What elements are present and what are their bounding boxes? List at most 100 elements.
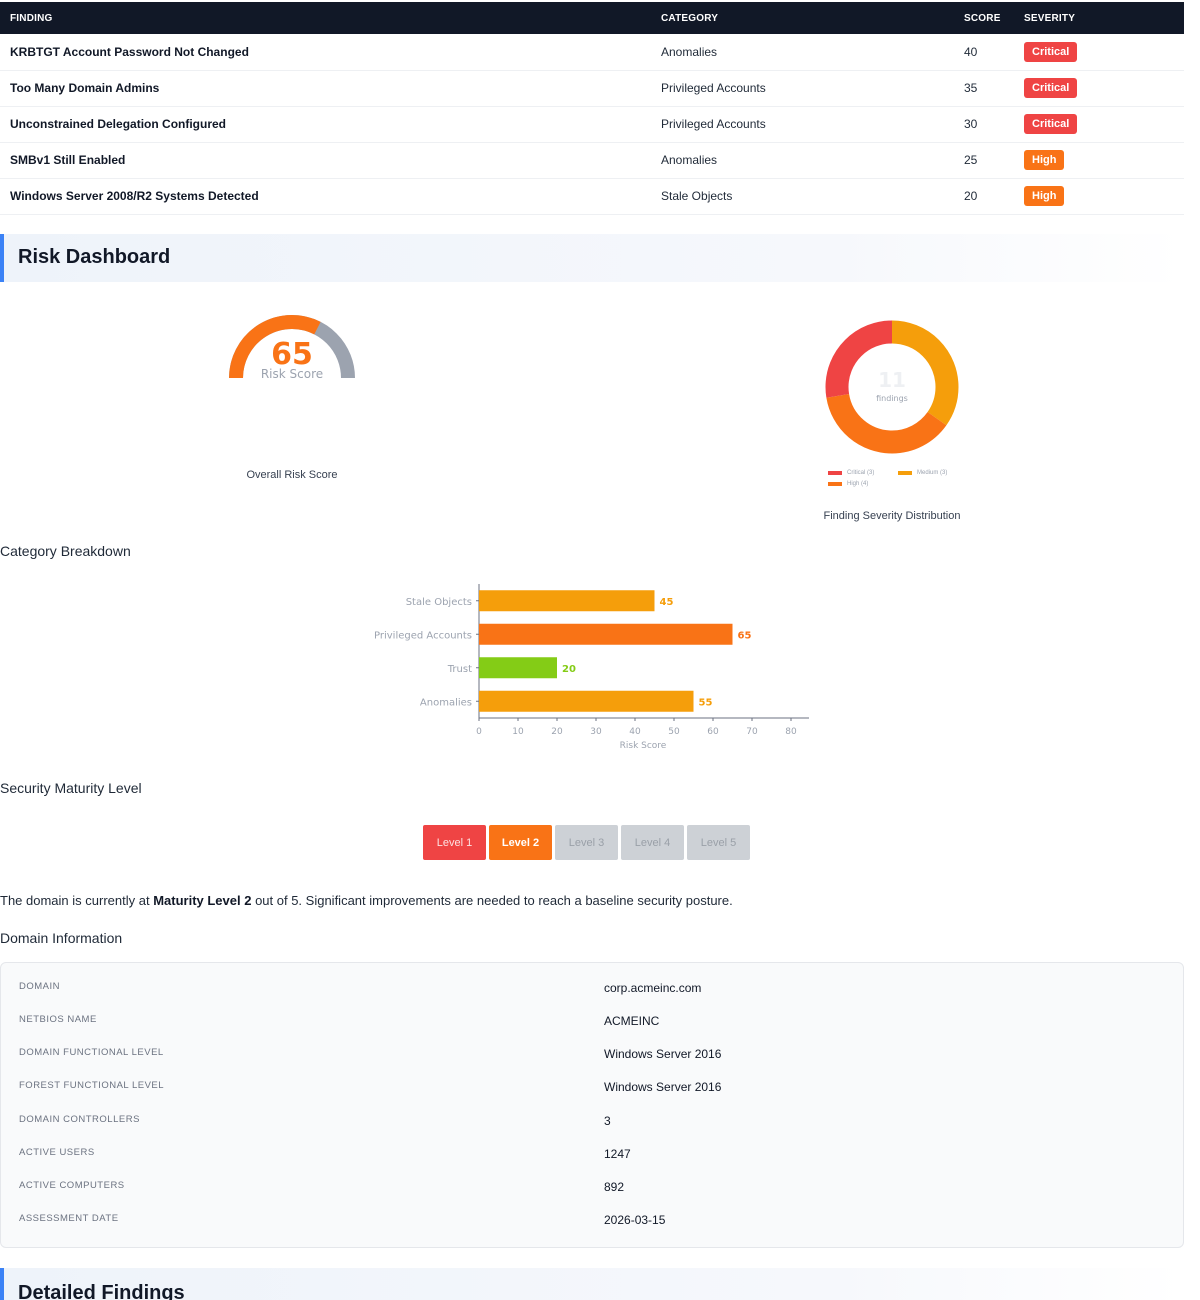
data-label: 65 bbox=[738, 630, 752, 641]
donut-caption: Finding Severity Distribution bbox=[823, 510, 961, 522]
severity-badge: Critical bbox=[1024, 78, 1078, 98]
bar-privileged-accounts bbox=[479, 623, 733, 645]
maturity-level-3[interactable]: Level 3 bbox=[555, 825, 618, 860]
info-label: Domain Controllers bbox=[19, 1114, 140, 1125]
finding-name: Unconstrained Delegation Configured bbox=[0, 106, 651, 143]
severity-badge: High bbox=[1024, 150, 1065, 170]
data-label: 55 bbox=[699, 697, 713, 708]
legend-swatch bbox=[828, 471, 842, 475]
info-label: NetBIOS Name bbox=[19, 1014, 97, 1025]
maturity-description: The domain is currently at Maturity Leve… bbox=[0, 893, 733, 908]
finding-category: Privileged Accounts bbox=[651, 70, 954, 107]
finding-score: 40 bbox=[954, 34, 1014, 71]
legend-swatch bbox=[828, 482, 842, 486]
finding-score: 35 bbox=[954, 70, 1014, 107]
severity-badge: High bbox=[1024, 186, 1065, 206]
domain-info-heading: Domain Information bbox=[0, 930, 123, 946]
bar-anomalies bbox=[479, 690, 694, 712]
x-tick-label: 20 bbox=[551, 727, 563, 737]
donut-center-value: 11 bbox=[878, 368, 906, 392]
maturity-level-4[interactable]: Level 4 bbox=[621, 825, 684, 860]
x-axis-label: Risk Score bbox=[620, 741, 667, 751]
legend-item-high[interactable]: High (4) bbox=[828, 481, 868, 487]
table-row[interactable]: Unconstrained Delegation Configured Priv… bbox=[0, 106, 1184, 143]
x-tick-label: 30 bbox=[590, 727, 602, 737]
info-value: 3 bbox=[604, 1114, 611, 1128]
category-tick-label: Anomalies bbox=[420, 697, 472, 708]
finding-name: Too Many Domain Admins bbox=[0, 70, 651, 107]
severity-badge: Critical bbox=[1024, 41, 1078, 62]
column-header-category[interactable]: CATEGORY bbox=[661, 12, 719, 24]
category-tick-label: Privileged Accounts bbox=[374, 630, 472, 641]
finding-name: KRBTGT Account Password Not Changed bbox=[0, 34, 651, 71]
info-label: Forest Functional Level bbox=[19, 1080, 165, 1091]
info-label: Domain Functional Level bbox=[19, 1047, 164, 1058]
info-row-active-users: Active Users 1247 bbox=[1, 1143, 1183, 1176]
section-title: Risk Dashboard bbox=[18, 246, 171, 268]
legend-label: High (4) bbox=[847, 481, 869, 487]
maturity-text-after: out of 5. Significant improvements are n… bbox=[251, 893, 733, 908]
category-tick-label: Stale Objects bbox=[406, 597, 472, 608]
legend-item-critical[interactable]: Critical (3) bbox=[828, 470, 874, 476]
info-value: corp.acmeinc.com bbox=[604, 981, 702, 995]
risk-score-gauge: 65 Risk Score bbox=[222, 308, 362, 388]
findings-header-row: FINDING CATEGORY SCORE SEVERITY bbox=[0, 2, 1184, 34]
info-value: 1247 bbox=[604, 1147, 631, 1161]
info-value: Windows Server 2016 bbox=[604, 1080, 722, 1094]
column-header-severity[interactable]: SEVERITY bbox=[1024, 12, 1076, 24]
finding-category: Anomalies bbox=[651, 142, 954, 179]
info-row-domain-level: Domain Functional Level Windows Server 2… bbox=[1, 1043, 1183, 1076]
domain-info-card: Domain corp.acmeinc.com NetBIOS Name ACM… bbox=[0, 962, 1184, 1248]
info-row-netbios: NetBIOS Name ACMEINC bbox=[1, 1010, 1183, 1043]
category-bar-chart: Stale Objects 45 Privileged Accounts 65 Trus… bbox=[374, 584, 809, 751]
maturity-text-before: The domain is currently at bbox=[0, 893, 154, 908]
table-row[interactable]: Too Many Domain Admins Privileged Accoun… bbox=[0, 70, 1184, 107]
x-tick-label: 0 bbox=[476, 727, 482, 737]
table-row[interactable]: SMBv1 Still Enabled Anomalies 25 High bbox=[0, 142, 1184, 179]
legend-label: Medium (3) bbox=[917, 470, 948, 476]
detailed-findings-header: Detailed Findings bbox=[0, 1268, 1184, 1300]
findings-table: FINDING CATEGORY SCORE SEVERITY KRBTGT A… bbox=[0, 2, 1184, 215]
finding-score: 30 bbox=[954, 106, 1014, 143]
table-row[interactable]: KRBTGT Account Password Not Changed Anom… bbox=[0, 34, 1184, 71]
data-label: 20 bbox=[562, 664, 576, 675]
legend-label: Critical (3) bbox=[847, 470, 875, 476]
finding-category: Anomalies bbox=[651, 34, 954, 71]
severity-cell: High bbox=[1014, 178, 1184, 215]
maturity-level-5[interactable]: Level 5 bbox=[687, 825, 750, 860]
info-row-active-computers: Active Computers 892 bbox=[1, 1176, 1183, 1209]
severity-cell: Critical bbox=[1014, 70, 1184, 107]
x-tick-label: 60 bbox=[707, 727, 719, 737]
risk-dashboard-header: Risk Dashboard bbox=[0, 234, 1184, 282]
info-label: Domain bbox=[19, 981, 60, 992]
column-header-score[interactable]: SCORE bbox=[964, 12, 1001, 24]
info-value: Windows Server 2016 bbox=[604, 1047, 722, 1061]
section-title: Detailed Findings bbox=[18, 1282, 185, 1300]
donut-segment-high bbox=[825, 320, 959, 454]
maturity-level-1[interactable]: Level 1 bbox=[423, 825, 486, 860]
x-tick-label: 80 bbox=[785, 727, 797, 737]
finding-name: Windows Server 2008/R2 Systems Detected bbox=[0, 178, 651, 215]
info-label: Active Computers bbox=[19, 1180, 125, 1191]
column-header-finding[interactable]: FINDING bbox=[10, 12, 53, 24]
finding-name: SMBv1 Still Enabled bbox=[0, 142, 651, 179]
maturity-text-bold: Maturity Level 2 bbox=[153, 893, 252, 908]
x-tick-label: 50 bbox=[668, 727, 680, 737]
finding-category: Stale Objects bbox=[651, 178, 954, 215]
info-value: 2026-03-15 bbox=[604, 1213, 666, 1227]
donut-segment-critical bbox=[825, 320, 959, 454]
maturity-level-2[interactable]: Level 2 bbox=[489, 825, 552, 860]
legend-swatch bbox=[898, 471, 912, 475]
gauge-fill bbox=[229, 315, 321, 379]
severity-badge: Critical bbox=[1024, 114, 1078, 134]
bar-trust bbox=[479, 657, 557, 679]
x-tick-label: 70 bbox=[746, 727, 758, 737]
severity-cell: Critical bbox=[1014, 34, 1184, 71]
legend-item-medium[interactable]: Medium (3) bbox=[898, 470, 947, 476]
gauge-value: 65 bbox=[271, 337, 313, 372]
table-row[interactable]: Windows Server 2008/R2 Systems Detected … bbox=[0, 178, 1184, 215]
info-row-assessment-date: Assessment Date 2026-03-15 bbox=[1, 1209, 1183, 1242]
info-value: ACMEINC bbox=[604, 1014, 660, 1028]
info-label: Assessment Date bbox=[19, 1213, 119, 1224]
maturity-heading: Security Maturity Level bbox=[0, 780, 142, 796]
